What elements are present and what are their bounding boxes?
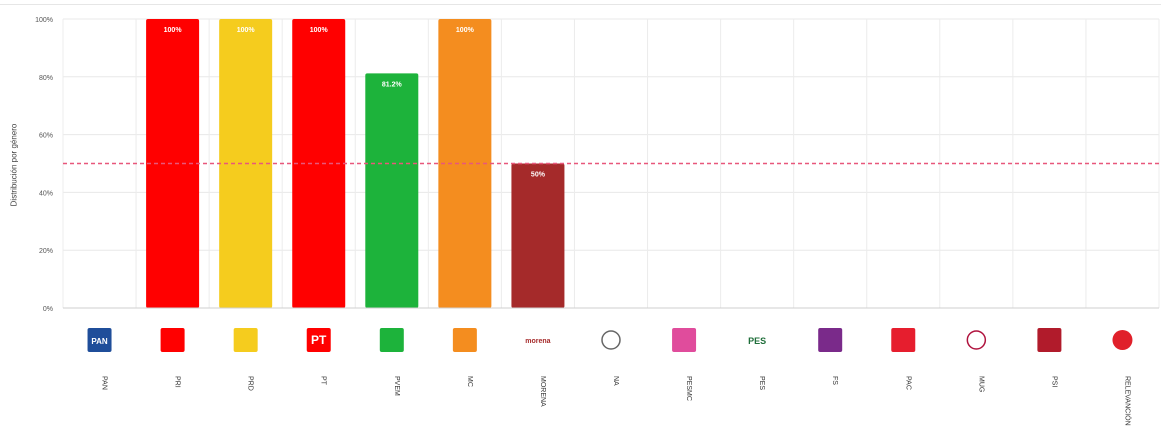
pesmc-logo-icon <box>672 328 697 352</box>
y-tick-label: 60% <box>39 133 53 140</box>
bar-value-label: 100% <box>456 27 475 34</box>
mc-logo-icon <box>452 328 477 352</box>
x-tick-label: FS <box>831 376 838 385</box>
bar-value-label: 100% <box>237 27 256 34</box>
bar-value-label: 50% <box>531 172 546 179</box>
bar-value-label: 81.2% <box>382 81 403 88</box>
y-tick-label: 100% <box>35 17 53 24</box>
bar <box>365 73 419 308</box>
na-logo-icon <box>601 330 621 350</box>
x-tick-label: NA <box>612 376 619 386</box>
pt-logo-icon <box>306 328 331 352</box>
x-tick-label: RELEVANCIÓN <box>1123 376 1132 426</box>
x-tick-label: MC <box>466 376 473 387</box>
x-tick-label: PSI <box>1050 376 1057 387</box>
morena-logo-icon: morena <box>525 338 550 345</box>
y-tick-label: 40% <box>39 190 53 197</box>
x-tick-label: PES <box>758 376 765 390</box>
mug-logo-icon <box>966 330 987 350</box>
x-tick-label: PVEM <box>393 376 400 396</box>
x-tick-label: PAN <box>101 376 108 390</box>
x-tick-label: PT <box>320 376 327 386</box>
x-tick-label: MORENA <box>539 376 546 407</box>
fs-logo-icon <box>818 328 843 352</box>
bar <box>146 19 200 308</box>
y-tick-label: 80% <box>39 75 53 82</box>
top-rule <box>0 4 1161 5</box>
bar <box>511 163 565 308</box>
x-tick-label: MUG <box>977 376 984 392</box>
relevancion-logo-icon <box>1112 330 1133 350</box>
prd-logo-icon <box>233 328 258 352</box>
x-tick-label: PESMC <box>685 376 692 401</box>
pan-logo-icon <box>87 328 112 352</box>
bar-value-label: 100% <box>164 27 183 34</box>
y-tick-label: 0% <box>43 306 53 313</box>
pri-logo-icon <box>160 328 185 352</box>
logo-text: PAN <box>91 337 108 346</box>
x-tick-label: PRI <box>174 376 181 388</box>
y-tick-label: 20% <box>39 248 53 255</box>
pvem-logo-icon <box>379 328 404 352</box>
x-tick-label: PRD <box>247 376 254 391</box>
bar-value-label: 100% <box>310 27 329 34</box>
pac-logo-icon <box>891 328 916 352</box>
logo-text: PT <box>311 333 327 347</box>
x-tick-label: PAC <box>904 376 911 390</box>
pes-logo-icon: PES <box>748 336 766 346</box>
psi-logo-icon <box>1037 328 1062 352</box>
